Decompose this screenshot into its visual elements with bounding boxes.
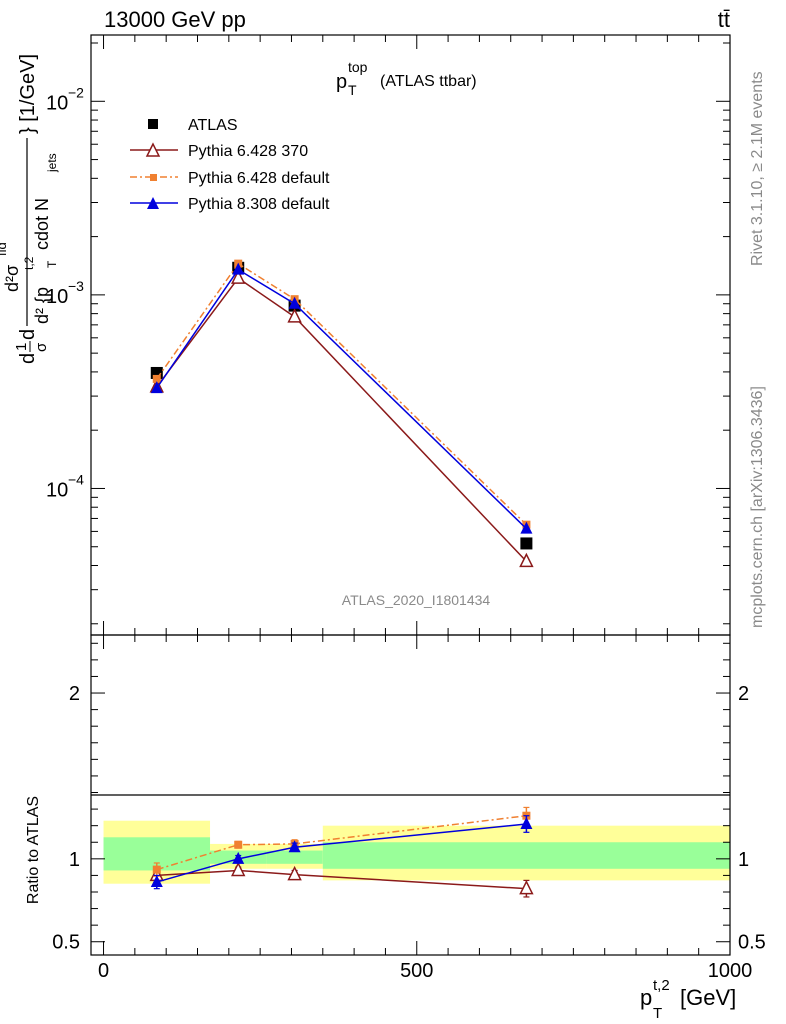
ratio-y-tick-label-left: 1 <box>69 849 80 871</box>
ratio-point <box>231 861 246 877</box>
ratio-point <box>234 840 243 849</box>
y-tick-label: 10 <box>46 286 68 308</box>
ylabel-den-sub: T <box>45 260 59 268</box>
inner-uncertainty-band <box>266 850 323 864</box>
ratio-point <box>520 817 533 830</box>
ylabel-d2: d <box>17 329 39 340</box>
xlabel-main: p <box>640 985 652 1010</box>
ratio-y-tick-label-right: 0.5 <box>738 932 766 954</box>
ratio-line <box>156 823 527 883</box>
ylabel-d1: d <box>17 353 39 364</box>
data-point <box>520 521 533 534</box>
legend-marker-atlas <box>148 119 158 129</box>
ratio-series-pythia-8-308-default <box>150 815 533 890</box>
data-point <box>150 381 163 394</box>
ylabel-den: d² {p <box>32 287 52 324</box>
ratio-point <box>288 840 301 853</box>
main-y-axis-label: d 1 σ d d²σ fid d² {p t,2 T cdot N jets … <box>0 54 59 364</box>
title-rest: (ATLAS ttbar) <box>380 73 477 90</box>
y-tick-exponent: −2 <box>68 84 84 100</box>
plot-title: p T top (ATLAS ttbar) <box>336 59 477 98</box>
series-pythia-8-308-default <box>150 262 533 534</box>
data-point <box>152 374 161 383</box>
inner-uncertainty-band <box>322 842 730 869</box>
legend-marker-pythia8-default <box>147 197 159 209</box>
y-tick-exponent: −3 <box>68 278 84 294</box>
xlabel-sub: T <box>653 1005 662 1022</box>
data-point <box>232 262 245 275</box>
ylabel-den-sup: t,2 <box>22 256 36 270</box>
ratio-y-tick-label-right: 2 <box>738 683 749 705</box>
ratio-line <box>156 869 527 890</box>
ratio-point <box>287 865 302 881</box>
y-tick-exponent: −4 <box>68 471 84 487</box>
rivet-version-text: Rivet 3.1.10, ≥ 2.1M events <box>749 71 766 266</box>
ratio-y-tick-label-left: 2 <box>69 683 80 705</box>
main-plot-series <box>149 259 534 568</box>
data-point <box>288 296 301 309</box>
ratio-point <box>152 865 161 874</box>
legend-label-pythia8-default: Pythia 8.308 default <box>188 196 330 213</box>
ratio-uncertainty-bands <box>103 820 730 884</box>
y-tick-label: 10 <box>46 92 68 114</box>
collision-label: 13000 GeV pp <box>104 7 246 32</box>
xlabel-sup: t,2 <box>653 977 670 994</box>
main-plot-frame <box>90 34 731 636</box>
x-axis-label: p T t,2 [GeV] <box>640 977 736 1022</box>
legend-marker-pythia6-370 <box>145 142 161 157</box>
legend-label-pythia6-default: Pythia 6.428 default <box>188 170 330 187</box>
series-pythia-6-428-370 <box>149 269 534 568</box>
series-pythia-6-428-default <box>152 259 531 529</box>
ratio-plot-frame <box>90 634 731 956</box>
ratio-y-tick-label-left: 0.5 <box>52 932 80 954</box>
y-tick-label: 10 <box>46 479 68 501</box>
data-point <box>519 552 534 568</box>
mcplots-source-text: mcplots.cern.ch [arXiv:1306.3436] <box>749 386 766 628</box>
legend-item-atlas: ATLAS <box>148 117 238 134</box>
ratio-series <box>149 806 534 898</box>
legend-marker-pythia6-default <box>150 174 157 181</box>
x-tick-label: 500 <box>400 960 433 982</box>
ratio-line <box>156 814 527 871</box>
ylabel-den-rest: cdot N <box>32 198 52 250</box>
ylabel-num-sup: fid <box>0 242 9 256</box>
ratio-y-axis-label: Ratio to ATLAS <box>25 796 42 904</box>
ylabel-frac-den: σ <box>33 342 50 352</box>
title-main: p <box>336 71 347 93</box>
ratio-plot-panel: 0.5 0.5 1 1 2 2 0 500 1000 Ratio to ATLAS p T t,… <box>25 634 766 1022</box>
x-tick-label: 1000 <box>708 960 753 982</box>
title-sup: top <box>348 59 368 75</box>
data-point <box>231 269 246 284</box>
main-plot-ticks: 10−210−310−4 <box>46 35 731 635</box>
ratio-point <box>519 880 534 895</box>
legend-label-atlas: ATLAS <box>188 117 238 134</box>
process-label: tt̄ <box>718 7 730 32</box>
legend-item-pythia8-default: Pythia 8.308 default <box>130 196 330 213</box>
ylabel-den-sub2: jets <box>45 153 59 173</box>
series-line <box>156 268 527 530</box>
legend-item-pythia6-370: Pythia 6.428 370 <box>130 142 308 160</box>
ylabel-tail: } [1/GeV] <box>17 54 39 134</box>
ratio-point <box>150 875 163 888</box>
series-line <box>156 262 527 526</box>
legend-label-pythia6-370: Pythia 6.428 370 <box>188 143 308 160</box>
ylabel-frac-num: 1 <box>13 343 30 351</box>
data-point <box>287 308 302 323</box>
data-point <box>520 537 533 550</box>
ratio-y-tick-label-right: 1 <box>738 849 749 871</box>
analysis-id-label: ATLAS_2020_I1801434 <box>342 592 491 608</box>
ratio-point <box>232 851 245 864</box>
ylabel-num: d²σ <box>2 265 22 292</box>
legend-item-pythia6-default: Pythia 6.428 default <box>130 170 330 187</box>
series-line <box>156 277 527 562</box>
ratio-plot-ticks: 0.5 0.5 1 1 2 2 0 500 1000 <box>52 635 766 982</box>
title-sub: T <box>348 82 357 98</box>
xlabel-rest: [GeV] <box>680 985 736 1010</box>
legend: ATLAS Pythia 6.428 370 Pythia 6.428 defa… <box>130 117 330 213</box>
main-plot-panel: 10−210−310−4 p T top (ATLAS ttbar) ATLAS… <box>0 34 731 636</box>
x-tick-label: 0 <box>98 960 109 982</box>
